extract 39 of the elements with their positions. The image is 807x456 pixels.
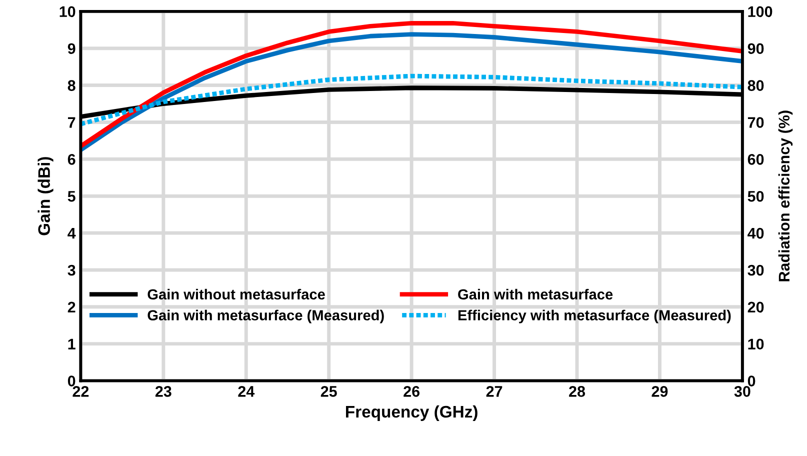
y-tick-label: 4 [68,228,76,239]
x-tick-label: 25 [320,386,337,397]
x-tick-label: 30 [734,386,750,397]
y2-tick-label: 10 [748,338,764,350]
y-tick-label: 3 [68,264,76,276]
y2-tick-label: 50 [748,190,764,202]
legend-label: Gain without metasurface [148,288,325,300]
x-tick-label: 29 [652,386,668,397]
x-tick-label: 26 [404,386,420,397]
legend-label: Gain with metasurface (Measured) [148,310,384,324]
x-tick-label: 23 [155,386,172,397]
y2-tick-label: 40 [748,228,764,239]
y2-tick-label: 90 [748,43,764,54]
y2-tick-label: 60 [748,154,764,165]
y2-tick-label: 70 [748,117,764,128]
y-tick-label: 5 [68,191,76,202]
x-tick-label: 22 [72,386,89,397]
y-tick-label: 2 [68,302,76,312]
y2-tick-label: 80 [748,80,764,91]
y-tick-label: 9 [68,43,76,54]
y-tick-label: 10 [60,6,76,18]
y2-tick-label: 0 [748,376,756,386]
y-axis-title: Gain (dBi) [38,157,54,236]
y-tick-label: 1 [68,338,76,350]
x-tick-label: 28 [569,386,586,397]
legend-label: Gain with metasurface [458,288,613,300]
y2-axis-title: Radiation efficiency (%) [778,110,793,282]
x-axis-title: Frequency (GHz) [346,405,478,421]
y-tick-label: 6 [68,154,76,165]
y2-tick-label: 20 [748,302,764,313]
legend-label: Efficiency with metasurface (Measured) [458,310,731,324]
y2-tick-label: 30 [748,264,764,276]
y-tick-label: 0 [68,376,76,386]
x-tick-label: 24 [238,386,255,397]
y2-tick-label: 100 [748,6,772,18]
y-tick-label: 7 [68,117,76,128]
y-tick-label: 8 [68,80,76,91]
x-tick-label: 27 [486,386,502,397]
line-series [80,74,742,126]
